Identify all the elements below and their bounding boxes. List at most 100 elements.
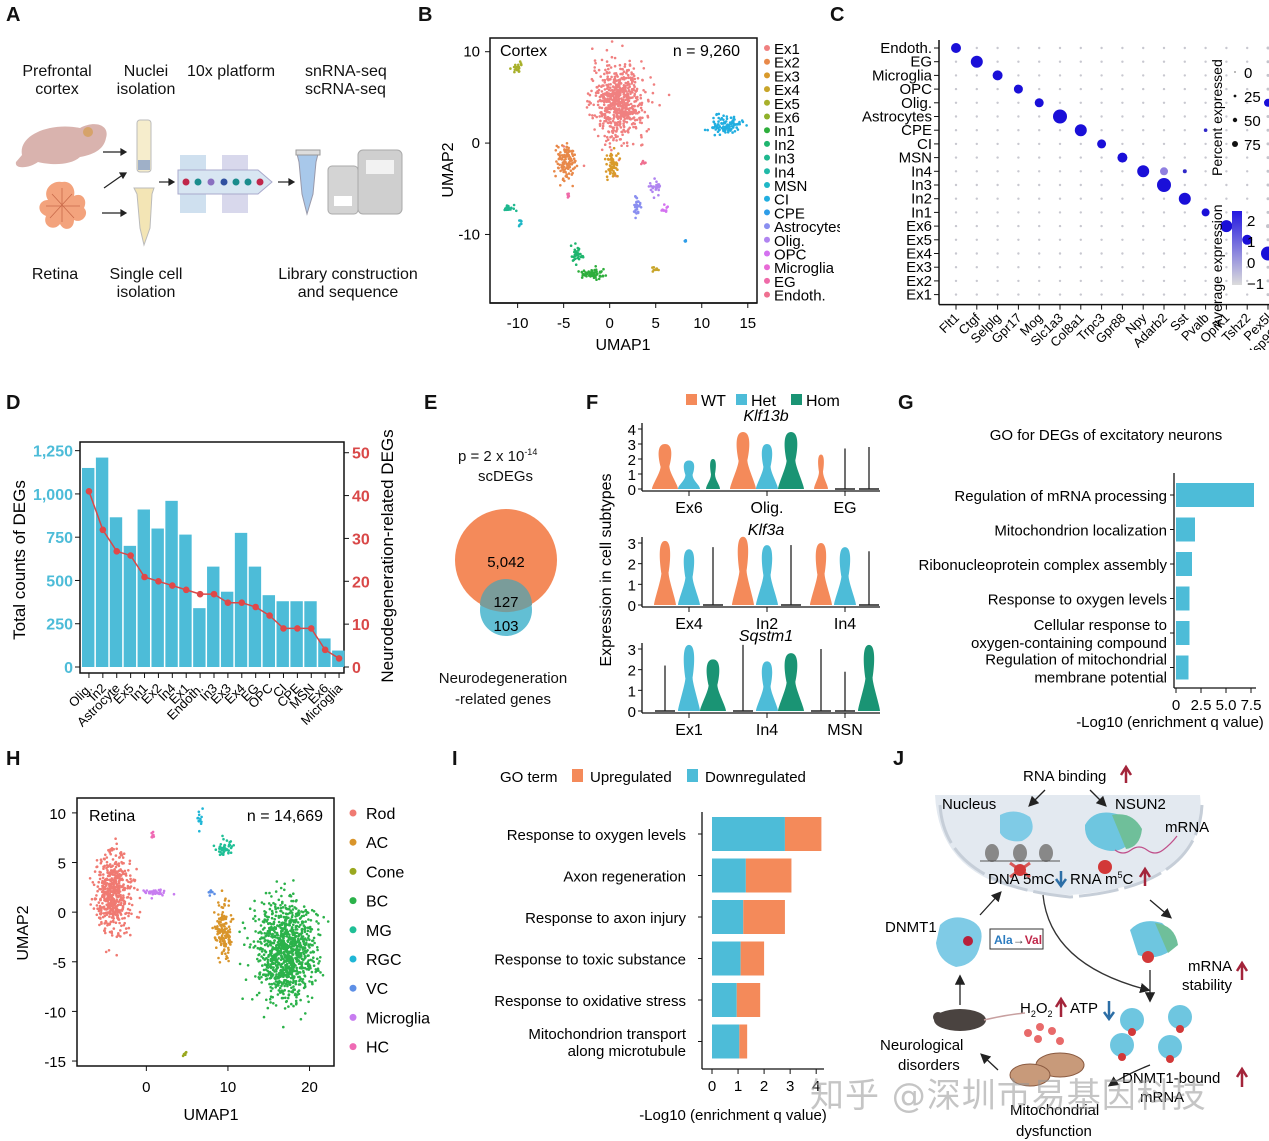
dot bbox=[975, 87, 978, 91]
point bbox=[597, 277, 601, 281]
point bbox=[123, 872, 127, 876]
legend-item: In3 bbox=[764, 151, 795, 168]
point bbox=[574, 257, 577, 260]
dot bbox=[1121, 87, 1124, 91]
point bbox=[310, 980, 314, 984]
dot bbox=[1038, 266, 1041, 269]
point bbox=[121, 888, 125, 892]
point bbox=[608, 117, 612, 120]
point bbox=[622, 142, 626, 145]
point bbox=[603, 112, 607, 116]
legend-label: VC bbox=[366, 981, 388, 998]
y-tick-label: 1 bbox=[628, 683, 636, 700]
color-legend-label: −1 bbox=[1247, 276, 1264, 293]
point bbox=[271, 995, 275, 999]
dot bbox=[975, 293, 978, 296]
point bbox=[601, 79, 605, 82]
point bbox=[181, 1054, 185, 1058]
point bbox=[630, 87, 634, 91]
point bbox=[649, 188, 653, 192]
point bbox=[261, 973, 265, 976]
dot bbox=[1203, 128, 1208, 132]
dot bbox=[1017, 46, 1020, 50]
dot bbox=[1183, 211, 1186, 214]
point bbox=[571, 154, 575, 158]
point bbox=[261, 964, 264, 967]
point bbox=[609, 165, 612, 168]
legend-swatch bbox=[349, 984, 357, 992]
point bbox=[298, 948, 301, 951]
point bbox=[615, 113, 619, 117]
bar-in1 bbox=[137, 509, 150, 667]
point bbox=[731, 131, 734, 134]
point bbox=[600, 106, 604, 110]
venn-only-neuro: 103 bbox=[493, 618, 518, 635]
dot bbox=[1142, 156, 1145, 159]
point bbox=[303, 930, 307, 934]
point bbox=[279, 909, 282, 913]
group-label: In2 bbox=[756, 616, 778, 633]
color-legend-bar bbox=[1232, 211, 1242, 285]
label-rna-binding: RNA binding bbox=[1023, 768, 1106, 785]
point bbox=[570, 173, 574, 176]
point bbox=[270, 916, 274, 920]
point bbox=[712, 116, 715, 120]
point bbox=[625, 71, 628, 75]
dot bbox=[1017, 224, 1020, 228]
bar-olig bbox=[82, 467, 95, 667]
point bbox=[268, 997, 272, 1001]
point bbox=[729, 116, 733, 119]
y-axis: 100-10 bbox=[458, 44, 490, 243]
point bbox=[219, 943, 223, 947]
dot bbox=[1121, 74, 1124, 77]
legend-swatch bbox=[349, 867, 357, 875]
x-tick-label: 2.5 bbox=[1191, 697, 1212, 714]
point bbox=[224, 917, 228, 920]
bar-upregulated bbox=[736, 983, 761, 1017]
point bbox=[94, 897, 98, 901]
point bbox=[600, 148, 604, 152]
point bbox=[295, 954, 299, 957]
point bbox=[220, 938, 223, 941]
y-tick-label: 5 bbox=[58, 856, 66, 873]
dot bbox=[1058, 170, 1062, 173]
point bbox=[567, 172, 571, 175]
point bbox=[291, 981, 295, 985]
category-label: oxygen-containing compound bbox=[971, 635, 1167, 652]
point bbox=[103, 892, 106, 896]
point bbox=[276, 977, 279, 980]
dot bbox=[1038, 170, 1041, 173]
point bbox=[572, 167, 575, 171]
dot bbox=[1100, 252, 1103, 255]
label-dnmt1: DNMT1 bbox=[885, 919, 937, 936]
size-legend-label: 50 bbox=[1244, 113, 1261, 130]
dot bbox=[1038, 279, 1041, 283]
row-label: In1 bbox=[911, 204, 932, 221]
point bbox=[626, 94, 630, 98]
point bbox=[260, 942, 263, 945]
legend-swatch bbox=[764, 99, 770, 106]
point bbox=[117, 903, 121, 906]
dot bbox=[975, 46, 978, 50]
dot bbox=[1183, 238, 1186, 241]
point bbox=[223, 899, 227, 902]
legend-item: Endoth. bbox=[764, 288, 826, 305]
point bbox=[285, 975, 289, 978]
up-arrow-icon bbox=[1119, 764, 1133, 783]
point bbox=[651, 91, 655, 95]
gene-title: Sqstm1 bbox=[739, 628, 793, 645]
point bbox=[614, 86, 617, 90]
point bbox=[92, 907, 96, 910]
point bbox=[566, 192, 569, 196]
dot bbox=[1034, 98, 1044, 108]
line-point bbox=[141, 573, 148, 581]
point bbox=[230, 845, 233, 848]
dot bbox=[1100, 266, 1103, 269]
dot bbox=[996, 129, 999, 132]
point bbox=[220, 913, 224, 916]
violin-hom bbox=[778, 653, 804, 711]
dot bbox=[1225, 170, 1228, 173]
point bbox=[263, 910, 266, 913]
point bbox=[264, 973, 268, 976]
point bbox=[317, 922, 320, 925]
